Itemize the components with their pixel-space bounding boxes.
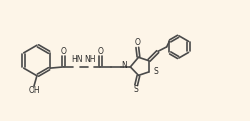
Text: O: O	[134, 38, 140, 47]
Text: O: O	[97, 47, 103, 56]
Text: N: N	[121, 61, 127, 70]
Text: OH: OH	[28, 86, 40, 95]
Text: S: S	[133, 85, 138, 94]
Text: HN: HN	[71, 55, 82, 64]
Text: O: O	[60, 47, 66, 56]
Text: S: S	[152, 68, 157, 76]
Text: NH: NH	[84, 55, 96, 64]
